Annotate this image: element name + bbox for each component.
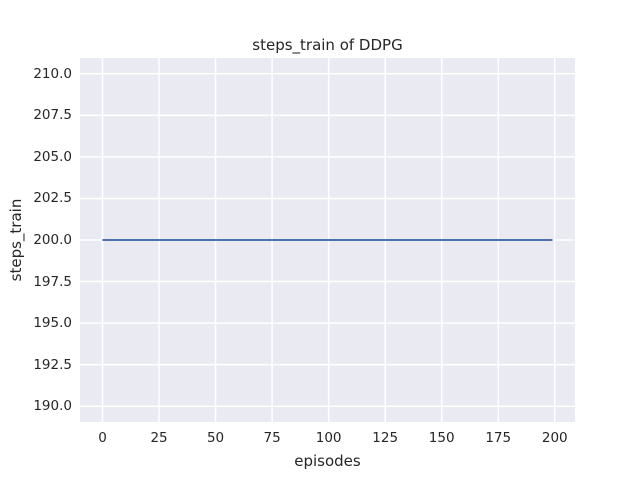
y-tick-label: 207.5	[33, 107, 72, 124]
y-tick-label: 205.0	[33, 148, 72, 165]
y-tick-label: 190.0	[33, 398, 72, 415]
x-tick-label: 100	[315, 430, 342, 446]
x-tick-label: 150	[428, 430, 455, 446]
y-tick-label: 195.0	[33, 315, 72, 332]
plot-canvas	[80, 58, 575, 422]
x-tick-label: 200	[541, 430, 568, 446]
y-tick-label: 202.5	[33, 190, 72, 207]
y-tick-label: 210.0	[33, 65, 72, 82]
plot-area	[80, 58, 575, 422]
chart-title: steps_train of DDPG	[252, 36, 403, 54]
x-axis-label: episodes	[294, 452, 361, 470]
x-tick-label: 50	[206, 430, 225, 446]
x-tick-label: 125	[372, 430, 399, 446]
x-tick-label: 75	[263, 430, 281, 446]
y-tick-label: 197.5	[33, 273, 72, 290]
y-tick-label: 200.0	[33, 232, 72, 248]
y-tick-labels: 190.0 192.5 195.0 197.5 200.0 202.5 205.0 207.5…	[0, 0, 72, 480]
y-tick-label: 192.5	[33, 356, 72, 373]
x-tick-label: 0	[98, 430, 107, 446]
x-tick-label: 25	[150, 430, 168, 446]
x-tick-label: 175	[485, 430, 512, 446]
